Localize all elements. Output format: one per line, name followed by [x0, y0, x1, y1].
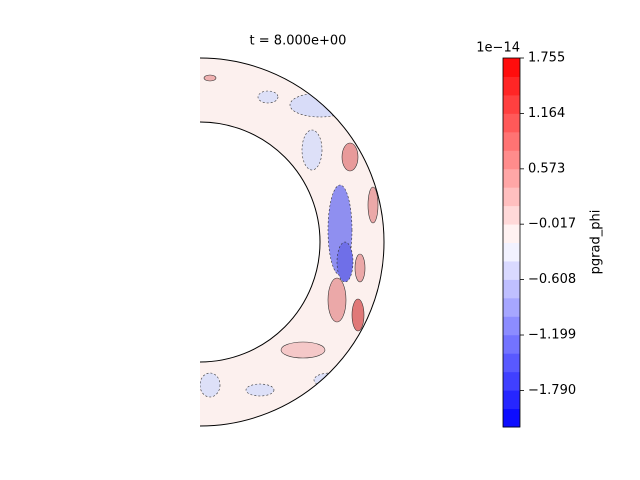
colorbar-band	[503, 58, 520, 77]
contours	[200, 74, 379, 398]
colorbar-band	[503, 316, 520, 336]
annulus	[200, 58, 384, 426]
colorbar-band	[503, 242, 520, 262]
colorbar-band	[503, 353, 520, 373]
colorbar-band	[503, 297, 520, 317]
colorbar-band	[503, 334, 520, 354]
colorbar-offset: 1e−14	[476, 41, 520, 56]
colorbar-tick-label: 1.164	[528, 106, 565, 121]
colorbar-tick-label: −1.199	[528, 328, 576, 343]
colorbar-band	[503, 168, 520, 188]
colorbar-band	[503, 408, 520, 428]
colorbar-band	[503, 260, 520, 280]
colorbar-band	[503, 205, 520, 225]
colorbar-band	[503, 131, 520, 151]
colorbar-frame	[502, 57, 521, 428]
colorbar-tick-label: −0.608	[528, 272, 576, 287]
colorbar-tick-label: 0.573	[528, 161, 565, 176]
colorbar-band	[503, 279, 520, 299]
colorbar-tick-label: −0.017	[528, 217, 576, 232]
colorbar-band	[503, 76, 520, 96]
colorbar-band	[503, 224, 520, 243]
annulus-border	[199, 57, 385, 427]
colorbar-tick-label: 1.755	[528, 51, 565, 66]
colorbar-band	[503, 187, 520, 207]
chart-title: t = 8.000e+00	[250, 34, 347, 49]
colorbar-band	[503, 94, 520, 114]
contour-field	[199, 57, 385, 427]
colorbar-label: pgrad_phi	[589, 210, 604, 275]
colorbar-band	[503, 371, 520, 391]
colorbar-band	[503, 390, 520, 410]
colorbar-band	[503, 113, 520, 133]
colorbar: 1.755 1.164 0.573 −0.017 −0.608 −1.199 −1.790	[502, 51, 576, 428]
colorbar-band	[503, 150, 520, 170]
colorbar-tick-label: −1.790	[528, 383, 576, 398]
